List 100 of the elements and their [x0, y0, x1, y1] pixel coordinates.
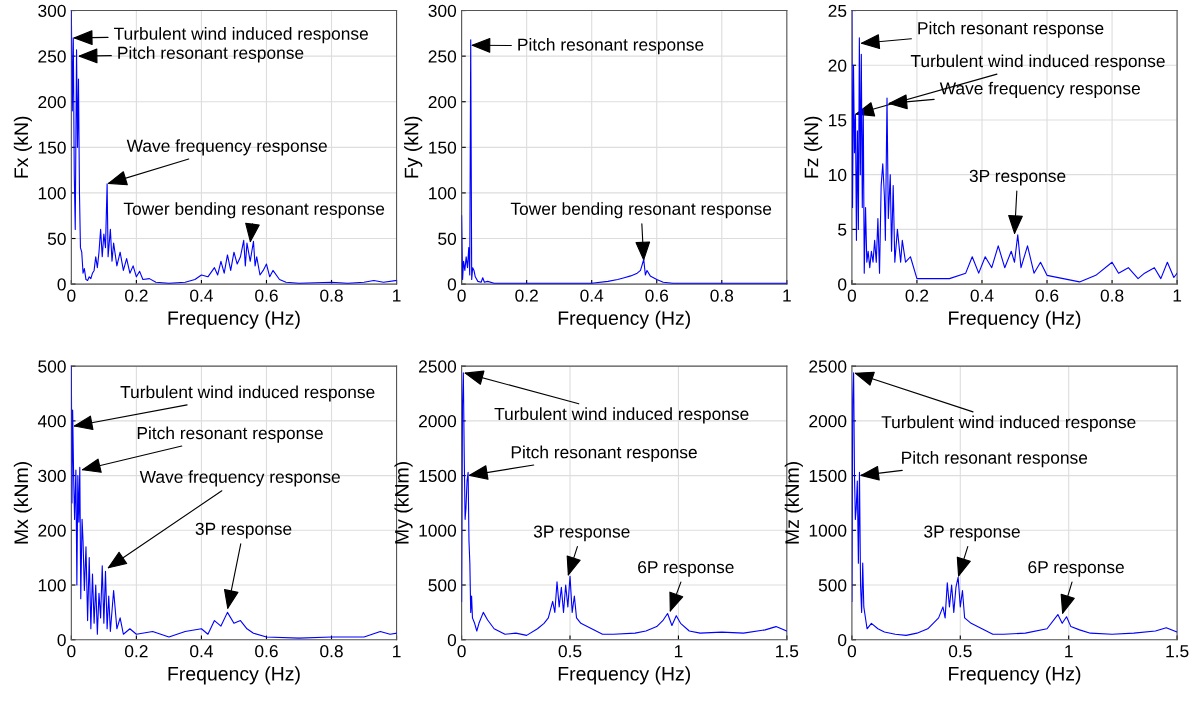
y-tick-label: 100 — [38, 579, 66, 592]
y-tick-label: 0 — [447, 633, 457, 647]
x-tick-label: 0 — [847, 289, 857, 302]
annotation: Turbulent wind induced response — [910, 54, 1165, 71]
annotation: Pitch resonant response — [511, 445, 697, 462]
x-tick-label: 1 — [783, 289, 791, 302]
x-tick-label: 0 — [67, 645, 76, 658]
y-tick-label: 200 — [428, 95, 457, 109]
y-tick-label: 500 — [38, 360, 66, 373]
x-tick-label: 0.8 — [710, 289, 734, 302]
y-tick-label: 5 — [838, 223, 847, 236]
y-tick-label: 100 — [38, 187, 66, 200]
y-tick-label: 0 — [57, 278, 66, 291]
y-tick-label: 15 — [829, 114, 847, 127]
x-axis-title: Frequency (Hz) — [949, 666, 1081, 685]
y-axis-title: Fz (kN) — [804, 116, 823, 178]
x-tick-label: 0.4 — [190, 645, 213, 658]
annotation: 3P response — [969, 169, 1066, 186]
y-axis-title: Fy (kN) — [404, 116, 423, 178]
annotation: Pitch resonant response — [918, 21, 1104, 38]
annotation: Tower bending resonant response — [510, 202, 772, 219]
annotation: Turbulent wind induced response — [494, 407, 749, 424]
x-tick-label: 1.5 — [1166, 645, 1189, 658]
y-tick-label: 0 — [57, 633, 66, 647]
y-axis-title: Fx (kN) — [13, 116, 32, 178]
x-tick-label: 0 — [67, 289, 76, 302]
y-tick-label: 0 — [838, 633, 847, 647]
annotation: Pitch resonant response — [518, 38, 704, 55]
y-tick-label: 2000 — [419, 415, 457, 428]
x-tick-label: 0.2 — [905, 289, 929, 302]
x-tick-label: 1.5 — [776, 645, 799, 658]
x-tick-label: 0.6 — [255, 645, 278, 658]
y-tick-label: 1000 — [809, 524, 847, 537]
annotation: Turbulent wind induced response — [114, 27, 368, 44]
y-tick-label: 250 — [38, 50, 66, 63]
x-tick-label: 0.6 — [1035, 289, 1059, 302]
x-axis-title: Frequency (Hz) — [558, 666, 691, 685]
x-tick-label: 0.6 — [255, 289, 278, 302]
x-tick-label: 0.2 — [515, 289, 538, 302]
y-axis-title: My (kNm) — [394, 462, 413, 544]
y-tick-label: 2500 — [809, 360, 847, 373]
annotation: Turbulent wind induced response — [120, 385, 375, 402]
annotation: Turbulent wind induced response — [881, 415, 1136, 432]
x-tick-label: 0 — [847, 645, 857, 658]
annotation: Wave frequency response — [126, 139, 327, 156]
x-tick-label: 0.8 — [320, 289, 343, 302]
y-tick-label: 2500 — [419, 360, 457, 373]
y-tick-label: 50 — [438, 232, 457, 245]
x-tick-label: 1 — [393, 645, 401, 658]
x-tick-label: 0.4 — [970, 289, 994, 302]
y-tick-label: 150 — [429, 141, 457, 154]
x-tick-label: 1 — [674, 645, 683, 658]
x-axis-title: Frequency (Hz) — [949, 310, 1081, 329]
y-tick-label: 150 — [38, 141, 66, 154]
y-axis-title: Mx (kNm) — [13, 462, 32, 544]
x-tick-label: 0.4 — [190, 289, 213, 302]
x-tick-label: 0.8 — [1100, 289, 1124, 302]
annotation: Pitch resonant response — [118, 46, 304, 63]
y-tick-label: 50 — [47, 232, 66, 245]
y-tick-label: 1000 — [419, 524, 457, 537]
x-tick-label: 1 — [1065, 645, 1073, 658]
x-tick-label: 0.2 — [125, 645, 148, 658]
y-tick-label: 10 — [829, 168, 847, 182]
annotation: 6P response — [638, 560, 734, 577]
annotation: Pitch resonant response — [137, 426, 323, 443]
x-axis-title: Frequency (Hz) — [168, 310, 300, 329]
x-tick-label: 0.2 — [125, 289, 148, 302]
y-tick-label: 20 — [828, 59, 847, 72]
y-tick-label: 300 — [38, 4, 66, 18]
x-axis-title: Frequency (Hz) — [168, 666, 300, 685]
y-tick-label: 2000 — [809, 415, 847, 428]
x-tick-label: 0.4 — [580, 289, 604, 302]
annotation: 3P response — [533, 525, 630, 542]
y-tick-label: 300 — [428, 4, 457, 18]
x-tick-label: 0 — [457, 289, 466, 302]
annotation: 3P response — [924, 525, 1020, 542]
annotation: 3P response — [195, 522, 292, 539]
y-tick-label: 500 — [428, 579, 457, 592]
y-tick-label: 200 — [38, 95, 66, 109]
y-tick-label: 100 — [429, 187, 457, 200]
y-tick-label: 400 — [37, 415, 66, 428]
y-tick-label: 500 — [818, 579, 847, 592]
x-tick-label: 1 — [393, 289, 401, 302]
y-tick-label: 250 — [428, 50, 457, 63]
x-tick-label: 0.5 — [558, 645, 582, 658]
y-tick-label: 300 — [38, 469, 66, 483]
y-axis-title: Mz (kNm) — [784, 462, 803, 544]
x-tick-label: 0 — [457, 645, 466, 658]
y-tick-label: 25 — [828, 4, 847, 18]
x-tick-label: 0.8 — [320, 645, 343, 658]
x-tick-label: 0.5 — [948, 645, 972, 658]
annotation: Wave frequency response — [139, 470, 340, 487]
y-tick-label: 0 — [447, 278, 457, 291]
annotation: Tower bending resonant response — [123, 202, 385, 219]
x-tick-label: 1 — [1173, 289, 1182, 302]
annotation: Pitch resonant response — [902, 451, 1088, 468]
y-tick-label: 1500 — [419, 469, 457, 483]
y-tick-label: 1500 — [809, 469, 847, 483]
annotation: Wave frequency response — [939, 81, 1140, 98]
y-tick-label: 0 — [838, 278, 847, 291]
